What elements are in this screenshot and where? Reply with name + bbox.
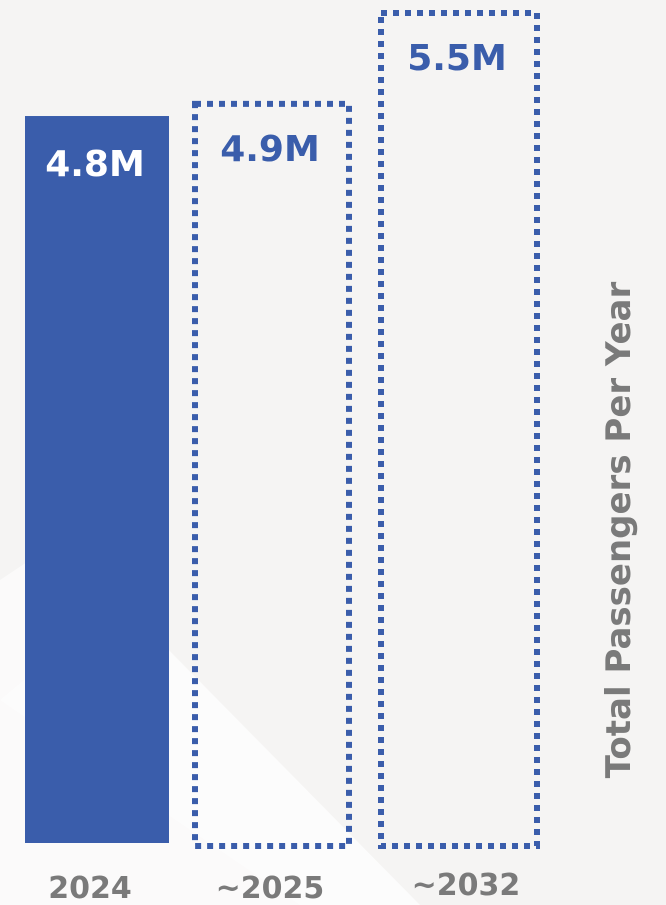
value-label-2025: 4.9M bbox=[220, 129, 320, 170]
y-axis-title: Total Passengers Per Year bbox=[599, 282, 639, 779]
bars bbox=[25, 10, 540, 849]
category-label-2032: ~2032 bbox=[412, 868, 521, 903]
value-labels: 4.8M 4.9M 5.5M bbox=[45, 38, 507, 185]
category-label-2025: ~2025 bbox=[216, 871, 325, 905]
bar-2032 bbox=[378, 10, 540, 849]
value-label-2032: 5.5M bbox=[407, 38, 507, 79]
bar-2024 bbox=[25, 116, 169, 843]
value-label-2024: 4.8M bbox=[45, 144, 145, 185]
bar-2025 bbox=[192, 100, 352, 849]
category-labels: 2024 ~2025 ~2032 bbox=[48, 868, 520, 905]
category-label-2024: 2024 bbox=[48, 871, 132, 905]
